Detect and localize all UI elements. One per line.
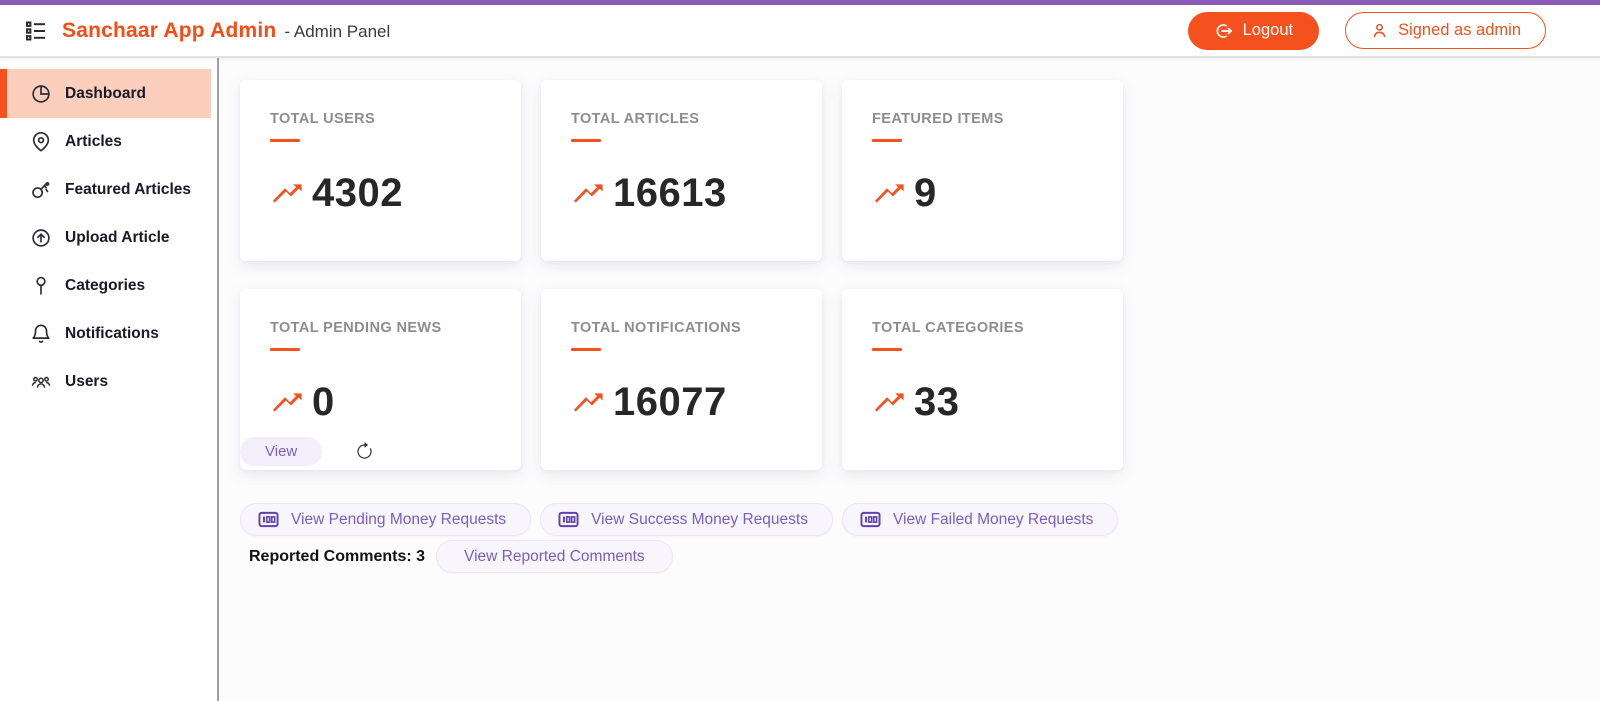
trending-up-icon <box>571 180 605 207</box>
stat-card-featured-items: FEATURED ITEMS 9 <box>842 80 1123 261</box>
signed-as-admin-button[interactable]: Signed as admin <box>1345 12 1546 49</box>
stat-value: 4302 <box>312 171 403 215</box>
stat-card-title: TOTAL CATEGORIES <box>872 320 1024 336</box>
page-title: Sanchaar App Admin - Admin Panel <box>62 19 390 43</box>
view-reported-comments-button[interactable]: View Reported Comments <box>436 540 673 573</box>
push-pin-icon <box>30 275 52 297</box>
stat-card-total-users: TOTAL USERS 4302 <box>240 80 521 261</box>
trending-up-icon <box>270 389 304 416</box>
sidebar-item-label: Categories <box>65 277 146 295</box>
top-accent-bar <box>0 0 1600 5</box>
stat-card-total-notifications: TOTAL NOTIFICATIONS 16077 <box>541 289 822 470</box>
app-header: Sanchaar App Admin - Admin Panel Logout S… <box>0 5 1600 58</box>
banknote-icon <box>558 511 579 528</box>
sidebar-item-notifications[interactable]: Notifications <box>0 310 217 358</box>
map-pin-icon <box>30 131 52 153</box>
money-requests-row: View Pending Money Requests View Success … <box>240 503 1600 536</box>
sidebar-item-users[interactable]: Users <box>0 358 217 406</box>
key-icon <box>30 179 52 201</box>
title-underline <box>571 139 601 142</box>
view-pending-news-button[interactable]: View <box>240 437 323 466</box>
stat-card-title: TOTAL PENDING NEWS <box>270 320 442 336</box>
sidebar-item-articles[interactable]: Articles <box>0 118 217 166</box>
view-failed-money-requests-button[interactable]: View Failed Money Requests <box>841 503 1119 536</box>
stat-card-title: TOTAL NOTIFICATIONS <box>571 320 742 336</box>
brand-subtitle: - Admin Panel <box>284 21 391 41</box>
stat-value: 16077 <box>613 380 727 424</box>
stat-value: 16613 <box>613 171 727 215</box>
sidebar-item-label: Upload Article <box>65 229 170 247</box>
signed-label: Signed as admin <box>1398 21 1521 39</box>
stat-card-total-categories: TOTAL CATEGORIES 33 <box>842 289 1123 470</box>
title-underline <box>872 348 902 351</box>
logout-button[interactable]: Logout <box>1187 11 1320 50</box>
banknote-icon <box>860 511 881 528</box>
money-button-label: View Success Money Requests <box>591 510 808 528</box>
stat-value: 33 <box>914 380 960 424</box>
reported-comments-row: Reported Comments: 3 View Reported Comme… <box>240 540 1600 573</box>
title-underline <box>270 139 300 142</box>
brand-title: Sanchaar App Admin <box>62 18 277 42</box>
title-underline <box>872 139 902 142</box>
title-underline <box>270 348 300 351</box>
trending-up-icon <box>872 180 906 207</box>
sidebar-item-label: Notifications <box>65 325 159 343</box>
pie-chart-icon <box>30 83 52 105</box>
money-button-label: View Pending Money Requests <box>291 510 507 528</box>
main-content: TOTAL USERS 4302 TOTAL ARTICLES 16613 FEATUR… <box>219 58 1600 701</box>
refresh-icon <box>355 442 374 461</box>
sidebar-item-upload-article[interactable]: Upload Article <box>0 214 217 262</box>
view-success-money-requests-button[interactable]: View Success Money Requests <box>540 503 833 536</box>
sidebar-item-label: Dashboard <box>65 84 146 102</box>
title-underline <box>571 348 601 351</box>
sidebar: Dashboard Articles Featured Articles Upload… <box>0 58 219 701</box>
sidebar-item-dashboard[interactable]: Dashboard <box>0 69 211 118</box>
stat-value: 9 <box>914 171 937 215</box>
refresh-button[interactable] <box>355 442 374 461</box>
upload-circle-icon <box>30 227 52 249</box>
sidebar-item-label: Users <box>65 373 109 391</box>
stat-card-title: TOTAL ARTICLES <box>571 111 700 127</box>
stat-card-total-pending-news: TOTAL PENDING NEWS 0 View <box>240 289 521 470</box>
view-pending-money-requests-button[interactable]: View Pending Money Requests <box>240 503 532 536</box>
sidebar-item-label: Articles <box>65 133 122 151</box>
sidebar-item-categories[interactable]: Categories <box>0 262 217 310</box>
money-button-label: View Failed Money Requests <box>892 510 1094 528</box>
stat-card-total-articles: TOTAL ARTICLES 16613 <box>541 80 822 261</box>
stat-cards-grid: TOTAL USERS 4302 TOTAL ARTICLES 16613 FEATUR… <box>240 80 1600 470</box>
reported-button-label: View Reported Comments <box>464 547 645 565</box>
pending-news-actions: View <box>240 437 374 466</box>
person-icon <box>1370 21 1389 40</box>
banknote-icon <box>258 511 279 528</box>
trending-up-icon <box>571 389 605 416</box>
logout-circle-arrow-icon <box>1214 21 1234 41</box>
trending-up-icon <box>270 180 304 207</box>
bell-icon <box>30 323 52 345</box>
logout-label: Logout <box>1242 21 1294 39</box>
menu-list-icon[interactable] <box>24 19 48 43</box>
trending-up-icon <box>872 389 906 416</box>
sidebar-item-label: Featured Articles <box>65 181 192 199</box>
reported-comments-count: Reported Comments: 3 <box>249 547 426 565</box>
stat-value: 0 <box>312 380 335 424</box>
stat-card-title: TOTAL USERS <box>270 111 376 127</box>
users-group-icon <box>30 371 52 393</box>
sidebar-item-featured-articles[interactable]: Featured Articles <box>0 166 217 214</box>
stat-card-title: FEATURED ITEMS <box>872 111 1004 127</box>
